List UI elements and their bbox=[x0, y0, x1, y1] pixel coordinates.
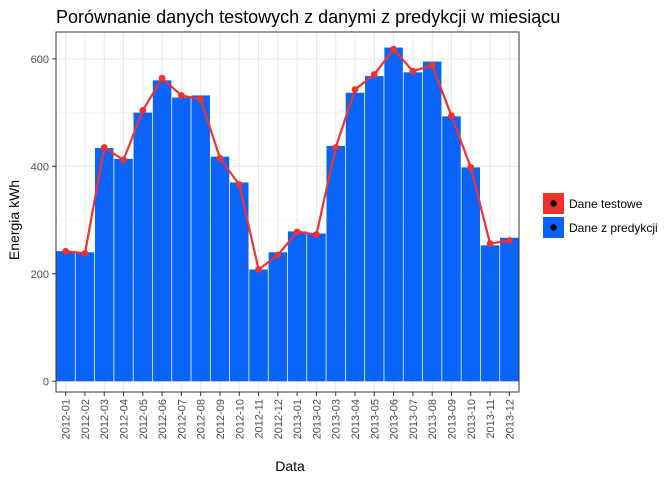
chart-title: Porównanie danych testowych z danymi z p… bbox=[56, 7, 560, 27]
data-point bbox=[216, 154, 224, 162]
data-point bbox=[351, 86, 359, 93]
bar bbox=[287, 231, 307, 382]
y-axis-title: Energia kWh bbox=[6, 180, 22, 260]
data-point bbox=[100, 144, 108, 151]
bar bbox=[365, 76, 384, 382]
data-point bbox=[81, 249, 89, 257]
bar bbox=[480, 245, 500, 382]
data-point bbox=[370, 71, 378, 78]
bar bbox=[384, 47, 403, 382]
data-point bbox=[255, 266, 262, 273]
data-point bbox=[139, 107, 147, 114]
x-tick-label: 2013-04 bbox=[350, 399, 362, 439]
data-point bbox=[158, 74, 166, 82]
data-point bbox=[197, 95, 205, 103]
x-tick-label: 2013-10 bbox=[466, 399, 478, 439]
data-point bbox=[62, 247, 70, 255]
bar bbox=[500, 237, 519, 382]
x-tick-label: 2013-08 bbox=[427, 399, 439, 439]
bar bbox=[345, 92, 365, 382]
bar bbox=[191, 95, 210, 382]
y-tick-label: 400 bbox=[31, 161, 49, 173]
bar bbox=[172, 97, 191, 382]
bar bbox=[268, 252, 288, 382]
legend-item: Dane z predykcji bbox=[543, 217, 658, 238]
bar bbox=[442, 116, 461, 382]
x-tick-label: 2012-09 bbox=[215, 399, 227, 439]
bar bbox=[210, 156, 230, 382]
series-line bbox=[65, 48, 510, 271]
legend-label: Dane testowe bbox=[569, 197, 643, 211]
bar bbox=[152, 80, 172, 382]
x-tick-label: 2012-01 bbox=[61, 399, 73, 439]
bar-series bbox=[56, 47, 519, 382]
legend-marker bbox=[550, 200, 557, 207]
x-tick-label: 2012-07 bbox=[176, 399, 188, 439]
x-tick-label: 2013-09 bbox=[446, 399, 458, 439]
x-tick-label: 2012-05 bbox=[138, 399, 150, 439]
bar bbox=[422, 61, 442, 382]
data-point bbox=[409, 67, 417, 75]
data-point bbox=[332, 144, 340, 151]
x-tick-label: 2012-10 bbox=[234, 399, 246, 439]
x-tick-label: 2012-11 bbox=[254, 399, 266, 439]
y-tick-label: 0 bbox=[43, 376, 49, 388]
data-point bbox=[313, 231, 320, 238]
x-tick-label: 2012-02 bbox=[80, 399, 92, 439]
plot-border bbox=[55, 31, 520, 393]
bar bbox=[114, 158, 133, 382]
data-point bbox=[293, 228, 301, 236]
data-point bbox=[505, 237, 513, 244]
x-tick-label: 2012-08 bbox=[196, 399, 208, 439]
legend-marker bbox=[550, 224, 557, 231]
legend-label: Dane z predykcji bbox=[569, 221, 658, 235]
bar bbox=[56, 251, 75, 382]
data-point bbox=[235, 181, 243, 188]
data-point bbox=[467, 164, 475, 171]
bar bbox=[94, 148, 114, 382]
data-point bbox=[120, 156, 127, 164]
legend: Dane testowe Dane z predykcji bbox=[543, 193, 658, 238]
x-tick-label: 2012-03 bbox=[99, 399, 111, 439]
line-series bbox=[62, 45, 513, 273]
data-point bbox=[390, 45, 398, 53]
y-axis: 0 200 400 600 bbox=[31, 54, 56, 388]
y-tick-label: 200 bbox=[31, 269, 49, 281]
x-tick-label: 2012-06 bbox=[157, 399, 169, 439]
legend-item: Dane testowe bbox=[543, 193, 643, 214]
x-tick-label: 2013-01 bbox=[292, 399, 304, 439]
bar bbox=[403, 72, 423, 382]
x-tick-label: 2013-06 bbox=[389, 399, 401, 439]
data-point bbox=[274, 251, 282, 259]
bar bbox=[230, 182, 249, 382]
bar bbox=[133, 112, 153, 382]
data-point bbox=[486, 240, 494, 248]
x-tick-label: 2013-07 bbox=[408, 399, 420, 439]
x-tick-label: 2013-05 bbox=[369, 399, 381, 439]
x-axis-title: Data bbox=[275, 458, 305, 474]
x-tick-label: 2013-11 bbox=[485, 399, 497, 439]
y-tick-label: 600 bbox=[31, 54, 49, 66]
x-tick-label: 2012-04 bbox=[119, 399, 131, 439]
bar bbox=[326, 145, 345, 382]
x-tick-label: 2012-12 bbox=[273, 399, 285, 439]
bar bbox=[75, 252, 95, 382]
bar bbox=[461, 167, 481, 382]
data-point bbox=[428, 61, 436, 69]
bar bbox=[249, 269, 268, 382]
x-tick-label: 2013-02 bbox=[311, 399, 323, 439]
x-tick-label: 2013-12 bbox=[504, 399, 516, 439]
data-point bbox=[448, 112, 455, 120]
data-point bbox=[177, 92, 185, 99]
bar bbox=[307, 233, 326, 382]
x-tick-label: 2013-03 bbox=[331, 399, 343, 439]
x-axis: 2012-01 2012-02 2012-03 2012-04 2012-05 2012-… bbox=[61, 392, 516, 439]
